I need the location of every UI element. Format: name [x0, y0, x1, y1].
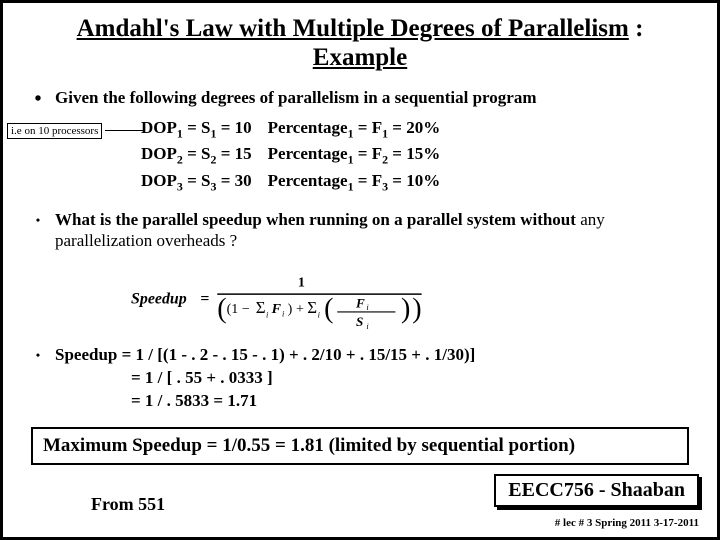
bullet-3: • Speedup = 1 / [(1 - . 2 - . 15 - . 1) … [21, 344, 699, 413]
svg-text:i: i [318, 309, 321, 319]
bullet-marker: • [21, 344, 55, 413]
calculation: Speedup = 1 / [(1 - . 2 - . 15 - . 1) + … [55, 344, 699, 413]
speedup-formula: Speedup = 1 ( ) (1 − Σ i F i ) + Σ i ( )… [131, 266, 431, 332]
slide-frame: Amdahl's Law with Multiple Degrees of Pa… [0, 0, 720, 540]
footer: # lec # 3 Spring 2011 3-17-2011 [555, 517, 699, 529]
dop-row-3: DOP3 = S3 = 30 Percentage1 = F3 = 10% [141, 170, 454, 195]
svg-text:Σ: Σ [256, 297, 266, 316]
bullet-2: • What is the parallel speedup when runn… [21, 209, 699, 252]
svg-text:i: i [282, 308, 285, 318]
bullet-marker: • [21, 87, 55, 109]
calc-line-3: = 1 / . 5833 = 1.71 [131, 390, 699, 413]
svg-text:i: i [366, 320, 369, 330]
svg-text:F: F [355, 295, 365, 310]
svg-text:(: ( [324, 293, 333, 324]
slide-title: Amdahl's Law with Multiple Degrees of Pa… [21, 15, 699, 73]
bullet-1-text: Given the following degrees of paralleli… [55, 87, 699, 109]
dop-table: DOP1 = S1 = 10 Percentage1 = F1 = 20% DO… [139, 115, 699, 198]
from-551: From 551 [91, 494, 165, 515]
content: • Given the following degrees of paralle… [21, 87, 699, 466]
course-box: EECC756 - Shaaban [494, 474, 699, 507]
title-main: Amdahl's Law with Multiple Degrees of Pa… [77, 15, 629, 42]
calc-line-2: = 1 / [ . 55 + . 0333 ] [131, 367, 699, 390]
svg-text:(: ( [217, 293, 226, 324]
dop-row-2: DOP2 = S2 = 15 Percentage1 = F2 = 15% [141, 143, 454, 168]
bullet-2-text: What is the parallel speedup when runnin… [55, 209, 699, 252]
bullet-1: • Given the following degrees of paralle… [21, 87, 699, 109]
svg-text:=: = [200, 290, 209, 307]
svg-text:Speedup: Speedup [131, 290, 187, 307]
annotation-leader [105, 130, 143, 131]
title-sub: Example [313, 44, 407, 71]
svg-text:F: F [271, 300, 282, 316]
svg-text:): ) [401, 293, 410, 324]
max-speedup-box: Maximum Speedup = 1/0.55 = 1.81 (limited… [31, 427, 689, 465]
svg-text:(1 −: (1 − [227, 300, 250, 316]
svg-text:i: i [366, 302, 369, 312]
dop-row-1: DOP1 = S1 = 10 Percentage1 = F1 = 20% [141, 117, 454, 142]
calc-line-1: Speedup = 1 / [(1 - . 2 - . 15 - . 1) + … [55, 344, 699, 367]
svg-text:): ) [412, 293, 421, 324]
svg-text:Σ: Σ [307, 297, 317, 316]
svg-text:1: 1 [298, 274, 305, 290]
annotation-box: i.e on 10 processors [7, 123, 102, 139]
svg-text:i: i [266, 309, 269, 319]
bullet-marker: • [21, 209, 55, 252]
svg-text:): ) [288, 300, 293, 316]
svg-text:S: S [356, 314, 363, 329]
svg-text:+: + [296, 300, 304, 316]
